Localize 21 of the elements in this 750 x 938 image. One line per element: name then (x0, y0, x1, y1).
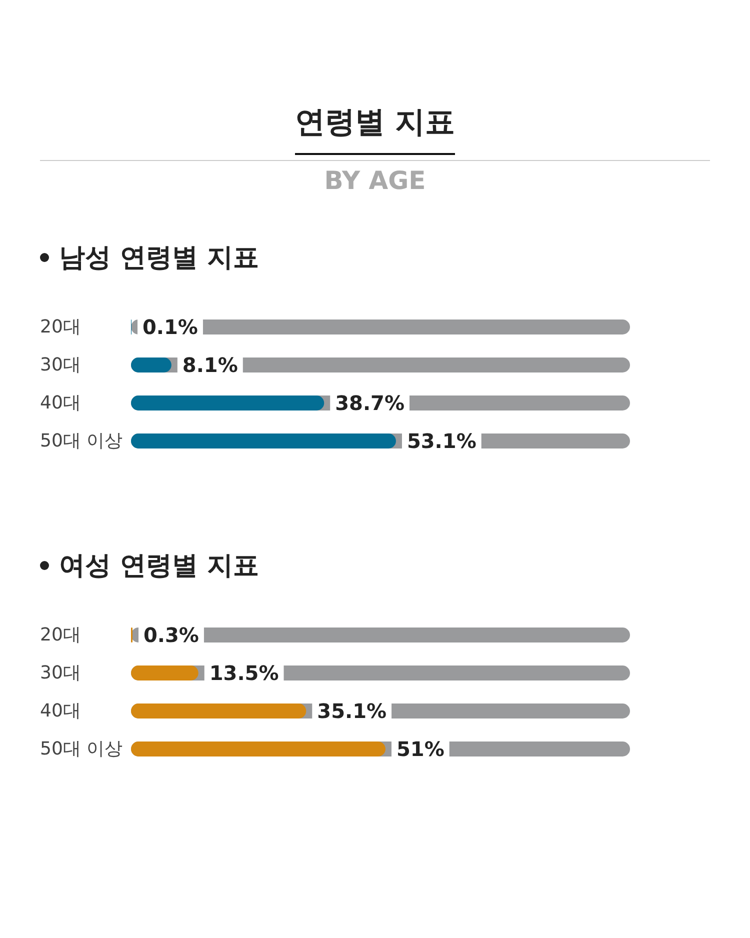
data-label: 35.1% (317, 699, 387, 723)
chart-title: 여성 연령별 지표 (59, 550, 260, 583)
y-tick-label: 30대 (40, 662, 81, 684)
y-tick-label: 30대 (40, 354, 81, 376)
data-label: 53.1% (406, 429, 476, 453)
data-label: 8.1% (182, 353, 238, 377)
data-label: 51% (396, 737, 444, 761)
data-label: 0.3% (143, 623, 199, 647)
y-tick-label: 50대 이상 (40, 738, 123, 760)
data-label: 38.7% (335, 391, 405, 415)
y-tick-label: 50대 이상 (40, 430, 123, 452)
text: BY AGE (323, 166, 427, 195)
y-tick-label: 40대 (40, 700, 81, 722)
y-tick-label: 20대 (40, 624, 81, 646)
text: 연령별 지표 (294, 102, 456, 155)
data-label: 13.5% (209, 661, 279, 685)
chart-title: 남성 연령별 지표 (59, 242, 260, 275)
y-tick-label: 40대 (40, 392, 81, 414)
data-label: 0.1% (142, 315, 198, 339)
y-tick-label: 20대 (40, 316, 81, 338)
bar (131, 666, 198, 680)
